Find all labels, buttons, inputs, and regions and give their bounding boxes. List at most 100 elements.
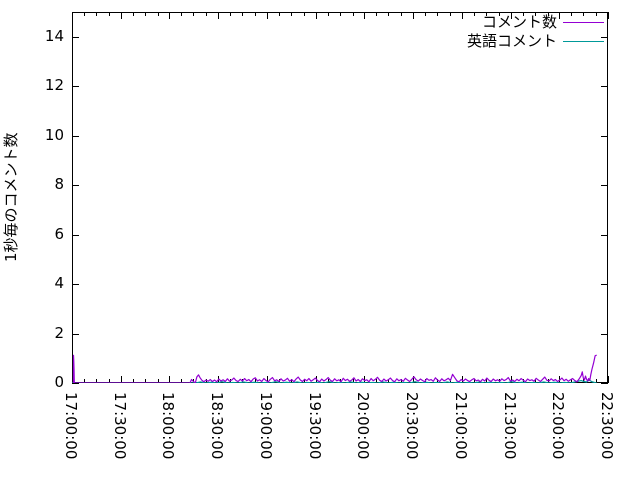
x-tick-minor	[388, 379, 389, 383]
x-tick-minor-top	[376, 12, 377, 16]
x-tick-minor	[109, 379, 110, 383]
y-tick-mark	[72, 234, 79, 236]
x-tick-minor-top	[353, 12, 354, 16]
x-tick-minor-top	[388, 12, 389, 16]
y-tick-label: 12	[44, 76, 64, 95]
x-tick-minor-top	[401, 12, 402, 16]
y-tick-mark-right	[601, 284, 608, 286]
x-tick-minor-top	[96, 12, 97, 16]
y-tick-mark-right	[601, 86, 608, 88]
x-tick-minor-top	[133, 12, 134, 16]
x-tick-minor-top	[523, 12, 524, 16]
x-tick-mark-top	[364, 12, 365, 19]
x-tick-minor-top	[425, 12, 426, 16]
legend-entry: コメント数	[482, 14, 604, 31]
x-tick-mark-top	[121, 12, 122, 19]
x-tick-mark-top	[608, 12, 609, 19]
x-tick-minor	[328, 379, 329, 383]
y-tick-label: 2	[54, 323, 64, 342]
x-tick-mark-top	[559, 12, 560, 19]
x-tick-mark	[608, 376, 609, 383]
x-tick-minor-top	[571, 12, 572, 16]
x-tick-mark	[511, 376, 512, 383]
x-tick-minor	[571, 379, 572, 383]
x-tick-minor	[255, 379, 256, 383]
y-tick-mark-right	[601, 333, 608, 335]
x-tick-mark-top	[511, 12, 512, 19]
series-line	[72, 354, 597, 383]
x-tick-minor-top	[535, 12, 536, 16]
x-tick-minor	[401, 379, 402, 383]
y-tick-label: 8	[54, 175, 64, 194]
x-tick-mark	[72, 376, 73, 383]
x-tick-minor-top	[437, 12, 438, 16]
y-tick-mark	[72, 333, 79, 335]
legend-entry: 英語コメント	[467, 33, 604, 50]
x-tick-mark-top	[462, 12, 463, 19]
x-tick-minor-top	[583, 12, 584, 16]
x-tick-mark-top	[169, 12, 170, 19]
x-tick-minor	[133, 379, 134, 383]
legend-label: 英語コメント	[466, 32, 557, 50]
x-tick-minor-top	[255, 12, 256, 16]
y-tick-label: 14	[44, 26, 64, 45]
x-tick-minor	[145, 379, 146, 383]
x-tick-minor-top	[328, 12, 329, 16]
x-tick-minor	[291, 379, 292, 383]
y-tick-mark-right	[601, 36, 608, 38]
x-tick-minor-top	[109, 12, 110, 16]
x-tick-minor-top	[181, 12, 182, 16]
x-tick-minor	[486, 379, 487, 383]
plot-area	[72, 12, 608, 383]
x-tick-minor-top	[193, 12, 194, 16]
y-tick-label: 0	[54, 373, 64, 391]
x-tick-mark-top	[316, 12, 317, 19]
x-tick-minor	[437, 379, 438, 383]
x-tick-minor-top	[304, 12, 305, 16]
x-tick-mark	[364, 376, 365, 383]
x-tick-minor-top	[158, 12, 159, 16]
x-tick-minor	[474, 379, 475, 383]
x-tick-mark-top	[218, 12, 219, 19]
legend-color-swatch	[563, 41, 604, 42]
x-tick-minor	[84, 379, 85, 383]
x-tick-mark	[462, 376, 463, 383]
x-tick-minor	[96, 379, 97, 383]
x-tick-mark	[267, 376, 268, 383]
x-tick-minor-top	[474, 12, 475, 16]
x-tick-mark	[413, 376, 414, 383]
x-tick-mark-top	[267, 12, 268, 19]
series-line	[72, 379, 597, 383]
x-tick-mark	[121, 376, 122, 383]
y-tick-mark-right	[601, 135, 608, 137]
x-tick-minor	[596, 379, 597, 383]
x-tick-minor	[304, 379, 305, 383]
x-tick-minor	[158, 379, 159, 383]
x-tick-minor-top	[145, 12, 146, 16]
y-tick-mark-right	[601, 185, 608, 187]
y-tick-mark	[72, 86, 79, 88]
x-tick-minor-top	[291, 12, 292, 16]
x-tick-minor-top	[548, 12, 549, 16]
y-tick-mark	[72, 185, 79, 187]
x-tick-minor	[181, 379, 182, 383]
y-tick-label: 10	[44, 125, 64, 144]
y-tick-label: 6	[54, 224, 64, 243]
x-tick-minor	[535, 379, 536, 383]
legend-color-swatch	[563, 22, 604, 23]
x-tick-minor-top	[340, 12, 341, 16]
x-tick-minor-top	[242, 12, 243, 16]
chart-legend: コメント数 英語コメント	[440, 14, 604, 50]
x-tick-minor-top	[84, 12, 85, 16]
x-tick-minor-top	[596, 12, 597, 16]
x-tick-mark-top	[72, 12, 73, 19]
y-tick-mark-right	[601, 234, 608, 236]
x-tick-minor-top	[450, 12, 451, 16]
x-tick-mark-top	[413, 12, 414, 19]
x-tick-minor-top	[206, 12, 207, 16]
x-tick-minor-top	[279, 12, 280, 16]
x-tick-minor-top	[499, 12, 500, 16]
legend-label: コメント数	[481, 13, 557, 31]
